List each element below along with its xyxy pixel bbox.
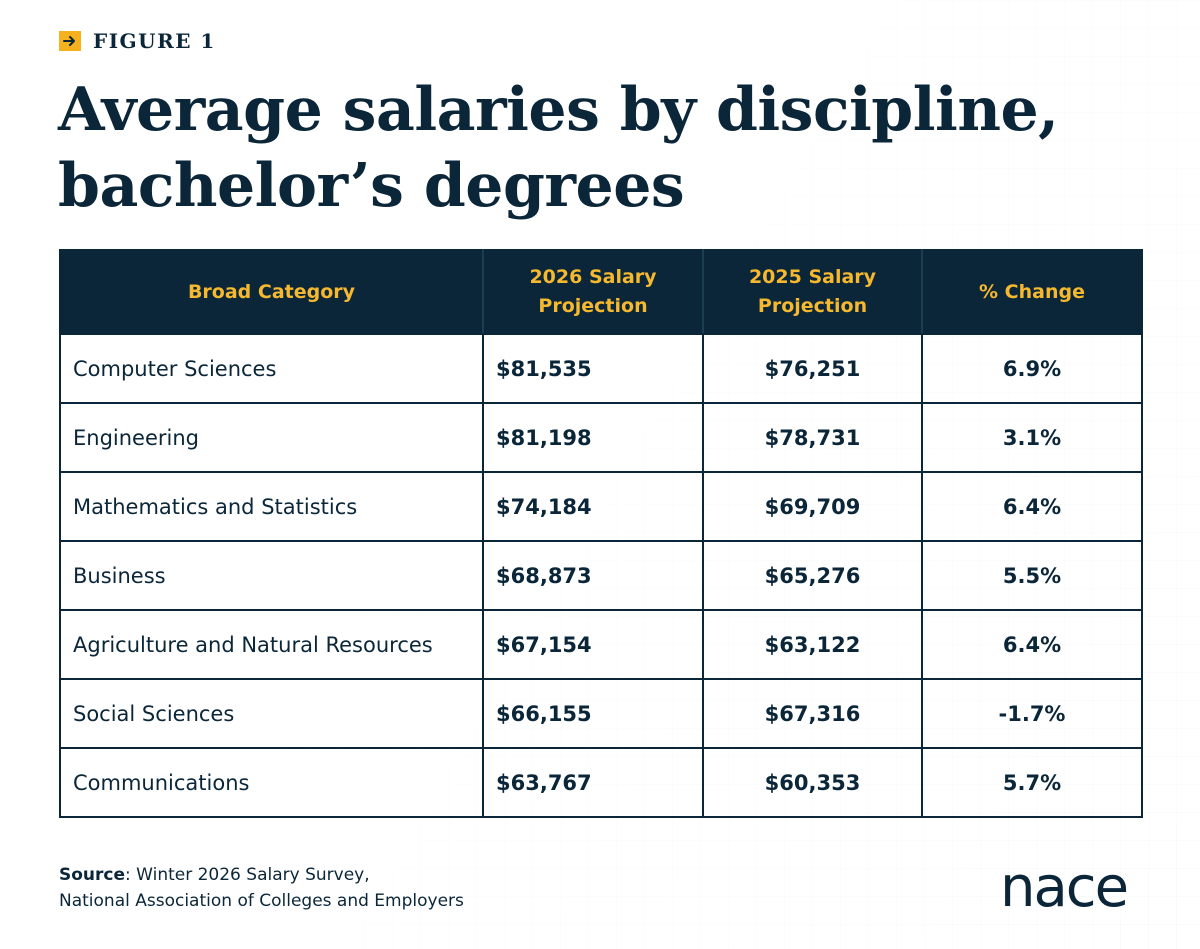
cell-category: Communications <box>59 747 484 818</box>
table-row: Agriculture and Natural Resources $67,15… <box>59 609 1143 680</box>
table-row: Mathematics and Statistics $74,184 $69,7… <box>59 471 1143 542</box>
cell-salary-2026: $66,155 <box>482 678 704 749</box>
table-header-row: Broad Category 2026 Salary Projection 20… <box>59 249 1143 335</box>
cell-salary-2026: $74,184 <box>482 471 704 542</box>
cell-category: Engineering <box>59 402 484 473</box>
table-row: Social Sciences $66,155 $67,316 -1.7% <box>59 678 1143 749</box>
cell-salary-2026: $67,154 <box>482 609 704 680</box>
table-row: Engineering $81,198 $78,731 3.1% <box>59 402 1143 473</box>
cell-category: Computer Sciences <box>59 333 484 404</box>
table-row: Computer Sciences $81,535 $76,251 6.9% <box>59 333 1143 404</box>
cell-percent-change: 6.4% <box>921 471 1143 542</box>
cell-salary-2025: $67,316 <box>702 678 923 749</box>
page-title: Average salaries by discipline, bachelor… <box>58 72 1158 224</box>
cell-salary-2025: $76,251 <box>702 333 923 404</box>
source-note: Source: Winter 2026 Salary Survey, Natio… <box>59 862 464 914</box>
source-line-1: Source: Winter 2026 Salary Survey, <box>59 862 464 888</box>
cell-salary-2025: $63,122 <box>702 609 923 680</box>
cell-salary-2025: $65,276 <box>702 540 923 611</box>
cell-salary-2026: $68,873 <box>482 540 704 611</box>
cell-category: Business <box>59 540 484 611</box>
cell-category: Agriculture and Natural Resources <box>59 609 484 680</box>
title-line-1: Average salaries by discipline, <box>58 75 1059 145</box>
arrow-right-icon <box>59 31 81 51</box>
title-line-2: bachelor’s degrees <box>58 151 685 221</box>
column-header-category: Broad Category <box>59 249 484 335</box>
cell-salary-2026: $81,198 <box>482 402 704 473</box>
table-row: Communications $63,767 $60,353 5.7% <box>59 747 1143 818</box>
source-label: Source <box>59 865 126 885</box>
salary-table: Broad Category 2026 Salary Projection 20… <box>59 249 1143 818</box>
cell-salary-2025: $60,353 <box>702 747 923 818</box>
nace-logo: nace <box>1000 855 1129 920</box>
figure-eyebrow: FIGURE 1 <box>59 29 216 53</box>
figure-label: FIGURE 1 <box>93 29 216 53</box>
cell-percent-change: 5.7% <box>921 747 1143 818</box>
cell-salary-2025: $78,731 <box>702 402 923 473</box>
table-row: Business $68,873 $65,276 5.5% <box>59 540 1143 611</box>
column-header-change: % Change <box>921 249 1143 335</box>
cell-category: Mathematics and Statistics <box>59 471 484 542</box>
cell-percent-change: 3.1% <box>921 402 1143 473</box>
cell-salary-2025: $69,709 <box>702 471 923 542</box>
cell-percent-change: 5.5% <box>921 540 1143 611</box>
column-header-2025: 2025 Salary Projection <box>702 249 923 335</box>
cell-percent-change: 6.4% <box>921 609 1143 680</box>
cell-percent-change: -1.7% <box>921 678 1143 749</box>
source-line-2: National Association of Colleges and Emp… <box>59 891 464 911</box>
cell-salary-2026: $81,535 <box>482 333 704 404</box>
cell-category: Social Sciences <box>59 678 484 749</box>
cell-salary-2026: $63,767 <box>482 747 704 818</box>
source-text-1: : Winter 2026 Salary Survey, <box>125 865 370 885</box>
column-header-2026: 2026 Salary Projection <box>482 249 704 335</box>
cell-percent-change: 6.9% <box>921 333 1143 404</box>
